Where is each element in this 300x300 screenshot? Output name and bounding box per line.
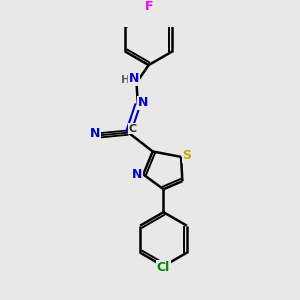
Text: Cl: Cl <box>157 261 170 274</box>
Text: C: C <box>128 124 136 134</box>
Text: N: N <box>132 168 142 181</box>
Text: N: N <box>129 72 139 85</box>
Text: F: F <box>144 0 153 13</box>
Text: N: N <box>137 96 148 110</box>
Text: N: N <box>90 128 101 140</box>
Text: S: S <box>182 149 191 162</box>
Text: H: H <box>121 75 130 85</box>
